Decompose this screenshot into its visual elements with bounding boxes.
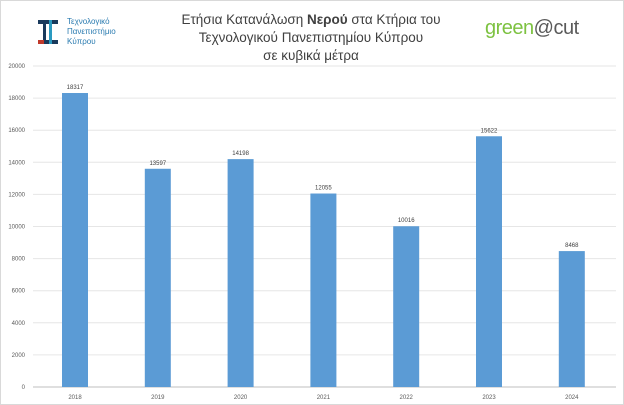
greenatcut-logo: green@cut bbox=[485, 17, 579, 40]
y-tick-label: 4000 bbox=[12, 321, 26, 327]
title-line-2: Τεχνολογικού Πανεπιστημίου Κύπρου bbox=[198, 30, 424, 45]
y-tick-label: 0 bbox=[22, 385, 26, 391]
y-tick-label: 6000 bbox=[12, 289, 26, 295]
title-part: Ετήσια Κατανάλωση bbox=[181, 12, 308, 27]
x-tick-label: 2024 bbox=[565, 395, 579, 401]
logo-text-line: Πανεπιστήμιο bbox=[67, 27, 116, 36]
data-label: 10016 bbox=[398, 218, 415, 224]
x-tick-label: 2021 bbox=[317, 395, 331, 401]
tepak-logo: Τεχνολογικό Πανεπιστήμιο Κύπρου bbox=[37, 17, 116, 47]
bar bbox=[227, 159, 254, 387]
x-tick-label: 2018 bbox=[68, 395, 82, 401]
tepak-logo-icon bbox=[38, 20, 58, 44]
data-label: 15622 bbox=[481, 128, 498, 134]
bar bbox=[62, 93, 88, 388]
title-line-3: σε κυβικά μέτρα bbox=[263, 48, 359, 63]
y-tick-label: 2000 bbox=[12, 353, 26, 359]
bar bbox=[476, 136, 502, 387]
title-part: στα Κτήρια του bbox=[347, 12, 441, 27]
x-tick-label: 2023 bbox=[482, 395, 496, 401]
y-tick-label: 18000 bbox=[8, 96, 25, 102]
bar bbox=[310, 193, 337, 387]
bar bbox=[144, 168, 171, 387]
logo-green: green bbox=[485, 17, 534, 39]
logo-cut: @cut bbox=[533, 17, 579, 39]
logo-text-line: Κύπρου bbox=[67, 37, 96, 46]
x-tick-label: 2022 bbox=[400, 395, 414, 401]
y-tick-label: 8000 bbox=[12, 257, 26, 263]
logo-text-line: Τεχνολογικό bbox=[67, 17, 110, 26]
data-label: 12055 bbox=[315, 186, 332, 192]
data-label: 13597 bbox=[149, 161, 166, 167]
bar bbox=[393, 226, 420, 387]
data-label: 18317 bbox=[67, 85, 84, 91]
x-tick-label: 2020 bbox=[234, 395, 248, 401]
bar bbox=[558, 251, 585, 387]
x-tick-label: 2019 bbox=[151, 395, 165, 401]
title-bold: Νερού bbox=[307, 12, 348, 27]
y-tick-label: 12000 bbox=[8, 192, 25, 198]
y-tick-label: 16000 bbox=[8, 128, 25, 134]
y-tick-label: 20000 bbox=[8, 64, 25, 70]
data-label: 14198 bbox=[232, 151, 249, 157]
data-label: 8468 bbox=[565, 243, 579, 249]
chart-title: Ετήσια Κατανάλωση Νερού στα Κτήρια του Τ… bbox=[141, 11, 481, 65]
y-tick-label: 14000 bbox=[8, 160, 25, 166]
y-tick-label: 10000 bbox=[8, 225, 25, 231]
